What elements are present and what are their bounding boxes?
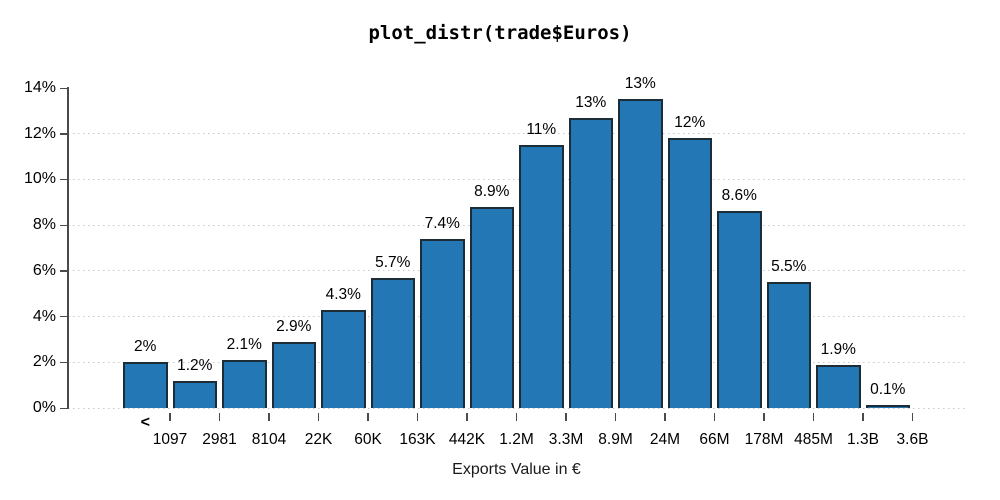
y-tick — [60, 87, 67, 89]
less-than-marker: < — [140, 414, 150, 431]
bar-value-label: 11% — [526, 121, 557, 139]
x-axis-title: Exports Value in € — [452, 461, 581, 478]
x-tick-label: 66M — [699, 431, 730, 448]
x-tick — [664, 413, 666, 421]
bar-value-label: 2.9% — [276, 317, 312, 335]
x-tick — [812, 413, 815, 421]
x-tick-label: 1.2M — [499, 431, 534, 448]
bar-value-label: 2.1% — [226, 336, 262, 353]
bar-value-label: 8.6% — [721, 187, 757, 205]
y-tick — [60, 361, 67, 364]
y-tick-label: 6% — [32, 261, 56, 279]
bar — [618, 99, 663, 408]
y-tick — [60, 178, 67, 181]
gridline — [68, 407, 965, 409]
x-tick-label: 1097 — [152, 431, 188, 448]
bar — [816, 364, 861, 408]
x-tick — [218, 413, 221, 421]
x-tick — [416, 413, 419, 421]
y-tick-label: 0% — [32, 399, 56, 416]
bar — [865, 404, 910, 408]
x-tick-label: 8.9M — [598, 431, 633, 448]
bar — [271, 341, 316, 408]
bar-value-label: 5.5% — [771, 258, 807, 276]
x-tick — [169, 413, 171, 421]
x-tick — [911, 413, 914, 421]
x-tick-label: 2981 — [202, 431, 237, 448]
bar — [469, 206, 514, 408]
bar — [766, 282, 811, 408]
y-tick-label: 14% — [23, 79, 56, 96]
x-tick — [367, 413, 369, 421]
x-tick — [515, 413, 518, 421]
bar-value-label: 4.3% — [325, 285, 361, 303]
x-tick — [268, 413, 270, 421]
bar — [568, 117, 613, 408]
x-tick — [565, 413, 567, 421]
bar-value-label: 8.9% — [474, 182, 510, 200]
bar-value-label: 2% — [134, 338, 157, 356]
gridline — [68, 133, 965, 135]
bar-value-label: 7.4% — [424, 214, 460, 232]
x-tick-label: 8104 — [251, 431, 287, 448]
gridline — [68, 361, 965, 363]
bar — [123, 362, 168, 408]
bar-value-label: 12% — [674, 114, 706, 132]
y-tick-label: 10% — [23, 170, 56, 188]
bar — [370, 277, 415, 408]
bar-value-label: 1.9% — [820, 340, 856, 358]
bar — [321, 309, 366, 408]
x-tick-label: 22K — [304, 431, 333, 448]
y-tick-label: 8% — [32, 216, 56, 234]
bar — [519, 145, 564, 408]
x-tick — [862, 413, 864, 421]
y-tick-label: 4% — [32, 307, 56, 325]
x-tick-label: 442K — [448, 431, 486, 448]
bar — [667, 138, 712, 408]
x-tick — [317, 413, 320, 421]
bar — [420, 238, 465, 408]
x-tick-label: 163K — [399, 431, 436, 448]
bar — [172, 380, 217, 408]
bar-value-label: 1.2% — [177, 356, 213, 374]
bar-value-label: 13% — [575, 93, 607, 111]
y-tick — [60, 316, 67, 318]
bar — [222, 360, 267, 408]
x-tick — [763, 413, 765, 421]
x-tick-label: 60K — [354, 431, 382, 448]
x-tick-label: 1.3B — [847, 431, 879, 448]
gridline — [68, 270, 965, 272]
x-tick-label: 3.3M — [548, 431, 584, 448]
x-tick — [614, 413, 617, 421]
bar — [717, 211, 762, 408]
y-tick — [60, 133, 67, 135]
bar-value-label: 0.1% — [870, 380, 906, 398]
x-tick-label: 178M — [744, 431, 784, 448]
y-tick-label: 12% — [23, 124, 56, 142]
bar-value-label: 5.7% — [375, 253, 411, 271]
x-tick-label: 24M — [649, 431, 681, 448]
chart-title: plot_distr(trade$Euros) — [368, 22, 632, 44]
x-tick — [466, 413, 468, 421]
x-tick — [713, 413, 716, 421]
gridline — [68, 224, 965, 226]
y-tick — [60, 407, 67, 409]
y-tick — [60, 224, 67, 226]
gridline — [68, 178, 965, 180]
gridline — [68, 316, 965, 318]
y-tick — [60, 270, 67, 272]
x-tick-label: 3.6B — [896, 431, 929, 448]
y-axis-line — [67, 87, 69, 409]
y-tick-label: 2% — [32, 353, 56, 371]
bar-value-label: 13% — [624, 75, 656, 93]
x-tick-label: 485M — [794, 431, 833, 448]
